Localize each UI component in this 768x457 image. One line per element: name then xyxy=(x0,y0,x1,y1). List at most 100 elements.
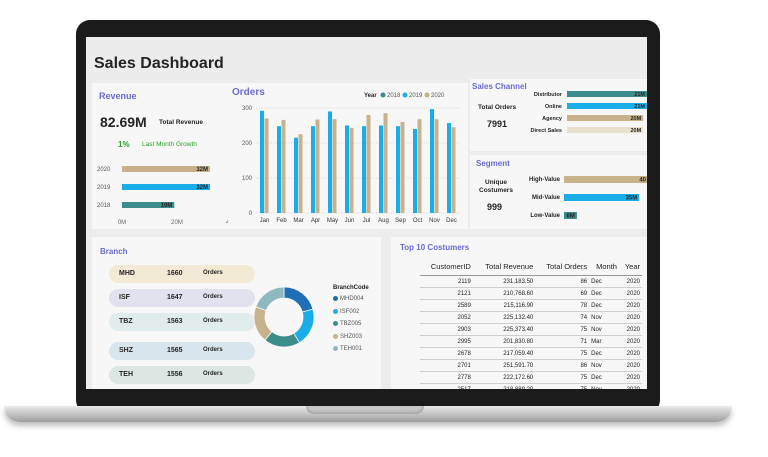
branch-order-label: Orders xyxy=(203,270,223,276)
legend-dot-icon xyxy=(333,346,338,351)
branch-row-mhd[interactable]: MHD 1660 Orders xyxy=(109,265,255,283)
orders-bar-2020 xyxy=(451,127,456,213)
revenue-bar-value: 32M xyxy=(196,185,208,191)
orders-bar-2020 xyxy=(383,113,388,213)
table-cell: 2020 xyxy=(618,287,642,300)
branch-legend-label: TBZ005 xyxy=(340,321,362,328)
branch-code: MHD xyxy=(119,270,135,277)
segment-bar xyxy=(564,194,640,201)
table-row[interactable]: 2701 251,591.70 86 Nov 2020 xyxy=(420,359,642,372)
table-cell: 2020 xyxy=(618,299,642,312)
table-cell: 231,183.50 xyxy=(472,275,536,288)
table-cell: 2778 xyxy=(420,371,473,384)
table-row[interactable]: 2678 217,059.40 75 Dec 2020 xyxy=(420,347,642,360)
legend-dot-icon xyxy=(333,321,338,326)
segment-bar-value: 40 xyxy=(639,178,646,184)
branch-legend-item: ISF002 xyxy=(333,308,360,315)
table-cell: 2020 xyxy=(618,347,642,360)
branch-donut-chart xyxy=(253,286,315,348)
table-row[interactable]: 2052 225,132.40 74 Nov 2020 xyxy=(420,311,642,324)
table-cell: Mar xyxy=(589,335,619,348)
revenue-x-tick: 40M xyxy=(226,220,228,226)
table-cell: 75 xyxy=(535,383,590,389)
table-cell: Nov xyxy=(589,323,619,336)
orders-bar-2020 xyxy=(332,119,337,213)
orders-legend-label: 2020 xyxy=(431,93,445,99)
table-cell: 2589 xyxy=(420,299,473,312)
branch-row-isf[interactable]: ISF 1647 Orders xyxy=(109,289,255,307)
total-orders-label: Total Orders xyxy=(478,104,517,111)
segment-bar-value: 35M xyxy=(626,196,638,202)
table-cell: 2119 xyxy=(420,275,473,288)
table-row[interactable]: 2778 222,172.60 75 Dec 2020 xyxy=(420,371,642,384)
orders-y-tick: 0 xyxy=(249,211,253,217)
page-title: Sales Dashboard xyxy=(94,55,224,72)
orders-x-tick: Jan xyxy=(260,218,270,224)
channel-bar xyxy=(567,103,647,109)
segment-bar xyxy=(564,212,577,219)
segment-panel[interactable]: Segment Unique Costumers 999 High-Value 4… xyxy=(470,155,647,229)
branch-row-shz[interactable]: SHZ 1565 Orders xyxy=(109,342,255,360)
table-row[interactable]: 2995 201,830.80 71 Mar 2020 xyxy=(420,335,642,348)
growth-label: Last Month Growth xyxy=(142,141,197,148)
orders-bar-2019 xyxy=(430,109,434,213)
table-cell: 2701 xyxy=(420,359,473,372)
branch-order-count: 1660 xyxy=(167,270,183,277)
revenue-panel[interactable]: Revenue 82.69M Total Revenue 1% Last Mon… xyxy=(92,83,228,229)
orders-bar-2019 xyxy=(396,126,400,213)
orders-panel[interactable]: Orders Year 2018 2019 2020 0 100 200 300 Jan Feb M… xyxy=(228,83,468,229)
table-row[interactable]: 2119 231,183.50 86 Dec 2020 xyxy=(420,275,642,288)
table-cell: 75 xyxy=(535,371,590,384)
branch-slice-shz003 xyxy=(253,306,273,341)
column-header[interactable]: CustomerID xyxy=(420,262,473,276)
branch-code: SHZ xyxy=(119,347,133,354)
branch-row-teh[interactable]: TEH 1556 Orders xyxy=(109,366,255,384)
revenue-year-label: 2019 xyxy=(97,185,111,191)
revenue-year-label: 2018 xyxy=(97,203,111,209)
orders-legend-dot xyxy=(424,92,430,98)
column-header[interactable]: Year xyxy=(618,262,642,276)
orders-x-tick: Apr xyxy=(311,218,320,224)
table-row[interactable]: 2589 215,116.90 78 Dec 2020 xyxy=(420,299,642,312)
table-cell: 2020 xyxy=(618,311,642,324)
column-header[interactable]: Total Revenue xyxy=(472,262,536,276)
orders-y-tick: 200 xyxy=(242,141,253,147)
segment-bar xyxy=(564,176,647,183)
orders-bar-2019 xyxy=(328,111,332,213)
branch-order-label: Orders xyxy=(203,371,223,377)
channel-label: Agency xyxy=(542,116,563,122)
revenue-bar xyxy=(122,202,175,208)
branch-order-count: 1556 xyxy=(167,371,183,378)
branch-legend-label: ISF002 xyxy=(340,308,360,315)
table-body: 2119 231,183.50 86 Dec 2020 2121 210,768.60 69 D… xyxy=(420,275,642,389)
orders-bar-2019 xyxy=(413,129,417,213)
table-cell: 222,172.60 xyxy=(472,371,536,384)
column-header[interactable]: Month xyxy=(589,262,619,276)
branch-legend-item: TEH001 xyxy=(333,346,362,352)
table-cell: 251,591.70 xyxy=(472,359,536,372)
table-row[interactable]: 2121 210,768.60 69 Dec 2020 xyxy=(420,287,642,300)
sales-channel-panel[interactable]: Sales Channel Total Orders 7991 Distribu… xyxy=(470,79,647,151)
revenue-x-tick: 0M xyxy=(118,220,126,226)
branch-panel[interactable]: Branch MHD 1660 Orders ISF 1647 Orders TBZ 1563… xyxy=(92,237,381,389)
table-row[interactable]: 2517218,889.2075Nov2020 xyxy=(420,383,642,389)
total-orders-value: 7991 xyxy=(487,119,508,129)
segment-bar-value: 6M xyxy=(567,214,575,220)
branch-legend-title: BranchCode xyxy=(333,285,369,291)
top-customers-title: Top 10 Costumers xyxy=(400,243,470,252)
unique-customers-label-1: Unique xyxy=(485,179,508,186)
table-cell: 86 xyxy=(535,359,590,372)
branch-slice-mhd004 xyxy=(283,286,314,313)
orders-bar-2020 xyxy=(264,118,269,213)
column-header[interactable]: Total Orders xyxy=(535,262,590,276)
orders-bar-2019 xyxy=(362,126,366,213)
branch-legend-label: SHZ003 xyxy=(340,333,363,340)
table-row[interactable]: 2903 225,373.40 75 Nov 2020 xyxy=(420,323,642,336)
dashboard-screen: Sales Dashboard Revenue 82.69M Total Rev… xyxy=(86,37,647,389)
branch-order-count: 1647 xyxy=(167,294,183,301)
branch-legend-item: SHZ003 xyxy=(333,333,363,340)
branch-row-tbz[interactable]: TBZ 1563 Orders xyxy=(109,313,255,331)
table-cell: 218,889.20 xyxy=(472,383,536,389)
channel-bar xyxy=(567,127,644,133)
table-cell: Dec xyxy=(589,347,619,360)
